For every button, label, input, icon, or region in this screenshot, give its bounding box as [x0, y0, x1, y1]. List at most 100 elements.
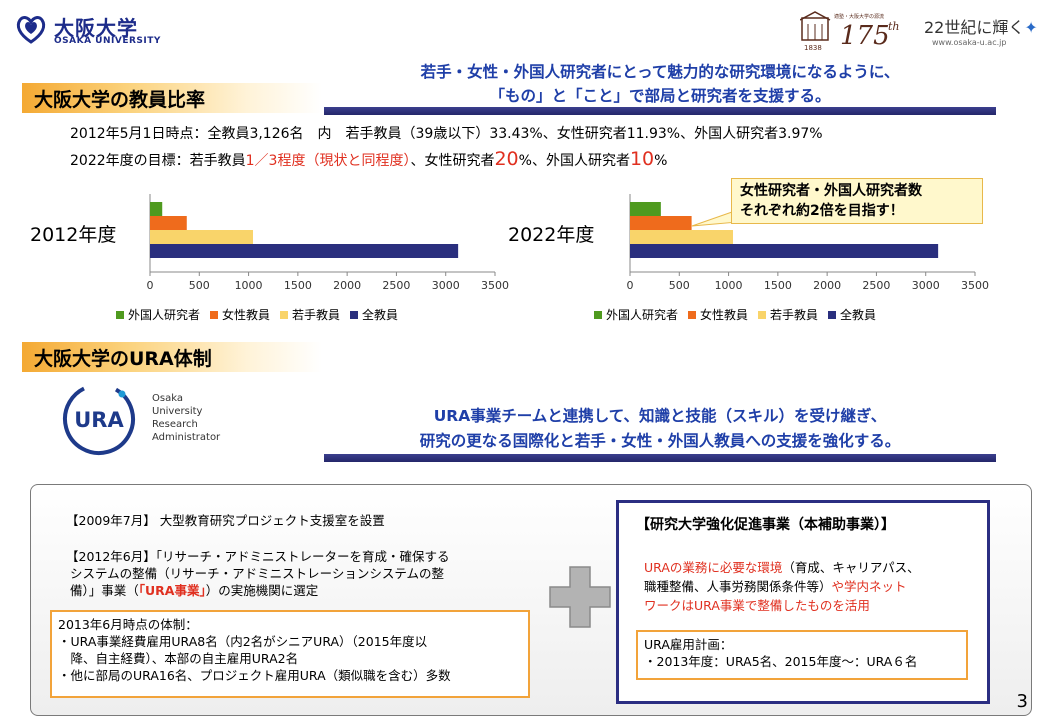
bar-0 — [630, 202, 661, 216]
legend-label: 若手教員 — [292, 308, 341, 322]
legend-swatch — [688, 310, 697, 319]
section2-banner-bar — [324, 454, 996, 462]
bar-1 — [150, 216, 187, 230]
x-tick-label: 1500 — [764, 279, 792, 292]
ura-hiring-plan-box: URA雇用計画： ・2013年度：URA5名、2015年度～：URA６名 — [636, 630, 968, 680]
x-tick-label: 2500 — [382, 279, 410, 292]
right-box-text: URAの業務に必要な環境（育成、キャリアパス、 職種整備、人事労務関係条件等）や… — [644, 558, 920, 615]
right-text-line2: 職種整備、人事労務関係条件等）や学内ネット — [644, 577, 920, 596]
bar-1 — [630, 216, 692, 230]
legend-swatch — [350, 310, 359, 319]
x-tick-label: 0 — [147, 279, 154, 292]
x-tick-label: 3500 — [481, 279, 509, 292]
chart-2022: 0 500 1000 1500 2000 2500 3000 3500 — [627, 194, 989, 292]
goal-suffix: % — [654, 153, 668, 169]
ura-program-name: 「URA事業」 — [138, 583, 206, 598]
legend-swatch — [210, 310, 219, 319]
goal-female: 20 — [494, 148, 519, 170]
right-text-line2-red: や学内ネット — [831, 579, 907, 594]
goal-line: 2022年度の目標：若手教員1／3程度（現状と同程度）、女性研究者20%、外国人… — [70, 148, 667, 170]
legend-label: 女性教員 — [700, 308, 749, 322]
chart1-legend: 外国人研究者 女性教員 若手教員 全教員 — [116, 306, 398, 323]
x-tick-label: 1000 — [235, 279, 263, 292]
site-url: www.osaka-u.ac.jp — [932, 38, 1007, 47]
legend-label: 女性教員 — [222, 308, 271, 322]
goal-young: 1／3程度（現状と同程度） — [245, 153, 411, 169]
bar-3 — [150, 244, 459, 258]
ura-logo-icon: URA — [63, 383, 135, 455]
legend-item: 外国人研究者 — [116, 306, 200, 323]
legend-label: 外国人研究者 — [606, 308, 679, 322]
right-box-title: 【研究大学強化促進事業（本補助事業）】 — [636, 517, 895, 533]
structure-box-2013: 2013年6月時点の体制： ・URA事業経費雇用URA8名（内2名がシニアURA… — [50, 610, 530, 698]
ura-en-line3: Research — [152, 419, 198, 430]
x-tick-label: 3000 — [912, 279, 940, 292]
callout-box: 女性研究者・外国人研究者数 それぞれ約2倍を目指す！ — [731, 178, 983, 224]
goal-prefix: 2022年度の目標：若手教員 — [70, 153, 246, 169]
x-tick-label: 0 — [627, 279, 634, 292]
ura-en-line2: University — [152, 406, 203, 417]
ura-logo-text: URA — [74, 408, 124, 432]
section1-title: 大阪大学の教員比率 — [34, 89, 206, 111]
tagline: 22世紀に輝く✦ — [924, 14, 1038, 38]
structure-line4: ・他に部局のURA16名、プロジェクト雇用URA（類似職を含む）多数 — [58, 668, 451, 683]
anniversary-year: 1838 — [804, 44, 822, 52]
anniversary-175th-logo: 適塾・大阪大学の源流 175 th 1838 — [800, 11, 900, 52]
x-tick-label: 2000 — [813, 279, 841, 292]
section2-banner-line2: 研究の更なる国際化と若手・女性・外国人教員への支援を強化する。 — [419, 432, 901, 450]
legend-item: 全教員 — [350, 306, 398, 323]
osaka-university-logo-icon — [16, 16, 46, 44]
right-text-line1-red: URAの業務に必要な環境 — [644, 560, 783, 575]
legend-item: 若手教員 — [758, 306, 818, 323]
bar-3 — [630, 244, 939, 258]
legend-item: 全教員 — [828, 306, 876, 323]
hiring-plan-line2: ・2013年度：URA5名、2015年度～：URA６名 — [644, 654, 918, 669]
university-name-en: OSAKA UNIVERSITY — [54, 36, 161, 46]
section1-banner-line2: 「もの」と「こと」で部局と研究者を支援する。 — [489, 87, 831, 105]
chart1-title: 2012年度 — [30, 224, 117, 246]
legend-label: 全教員 — [362, 308, 399, 322]
anniversary-number: 175 — [840, 21, 890, 51]
tagline-text: 22世紀に輝く — [924, 18, 1025, 37]
history-2012: 【2012年6月】「リサーチ・アドミニストレーターを育成・確保する システムの整… — [66, 548, 526, 599]
section1-banner-line1: 若手・女性・外国人研究者にとって魅力的な研究環境になるように、 — [420, 63, 900, 81]
x-tick-label: 3500 — [961, 279, 989, 292]
legend-swatch — [758, 310, 767, 319]
history-2009: 【2009年7月】 大型教育研究プロジェクト支援室を設置 — [66, 513, 385, 528]
bar-2 — [630, 230, 734, 244]
university-name-jp: 大阪大学 — [54, 16, 138, 40]
ura-en-line4: Administrator — [152, 432, 221, 443]
legend-swatch — [116, 310, 124, 319]
ura-en-line1: Osaka — [152, 393, 183, 404]
star-icon: ✦ — [1024, 18, 1038, 37]
x-tick-label: 500 — [189, 279, 210, 292]
right-text-line1: URAの業務に必要な環境（育成、キャリアパス、 — [644, 558, 920, 577]
x-tick-label: 2500 — [862, 279, 890, 292]
goal-mid1: 、女性研究者 — [410, 153, 495, 169]
ura-english-name: Osaka University Research Administrator — [152, 392, 220, 444]
history-2012-line3a: 備）」事業（ — [70, 583, 139, 598]
anniversary-caption: 適塾・大阪大学の源流 — [834, 13, 884, 20]
right-text-line2-black: 職種整備、人事労務関係条件等） — [644, 579, 832, 594]
legend-item: 外国人研究者 — [594, 306, 678, 323]
legend-swatch — [280, 310, 289, 319]
structure-line1: 2013年6月時点の体制： — [58, 617, 198, 632]
bar-2 — [150, 230, 254, 244]
structure-line2: ・URA事業経費雇用URA8名（内2名がシニアURA）（2015年度以 — [58, 634, 428, 649]
goal-mid2: %、外国人研究者 — [518, 153, 630, 169]
section2-header-bar — [22, 342, 322, 372]
legend-item: 女性教員 — [688, 306, 748, 323]
x-tick-label: 1000 — [715, 279, 743, 292]
legend-label: 全教員 — [840, 308, 877, 322]
legend-label: 若手教員 — [770, 308, 819, 322]
history-2012-line3b: ）の実施機関に選定 — [205, 583, 319, 598]
chart2-title: 2022年度 — [508, 224, 595, 246]
x-tick-label: 1500 — [284, 279, 312, 292]
legend-label: 外国人研究者 — [128, 308, 201, 322]
bar-0 — [150, 202, 163, 216]
structure-line3: 降、自主経費）、本部の自主雇用URA2名 — [58, 651, 299, 666]
x-tick-label: 2000 — [333, 279, 361, 292]
stat-line: 2012年5月1日時点：全教員3,126名 内 若手教員（39歳以下）33.43… — [70, 126, 823, 142]
section1-banner-bar — [324, 107, 996, 115]
x-tick-label: 500 — [669, 279, 690, 292]
